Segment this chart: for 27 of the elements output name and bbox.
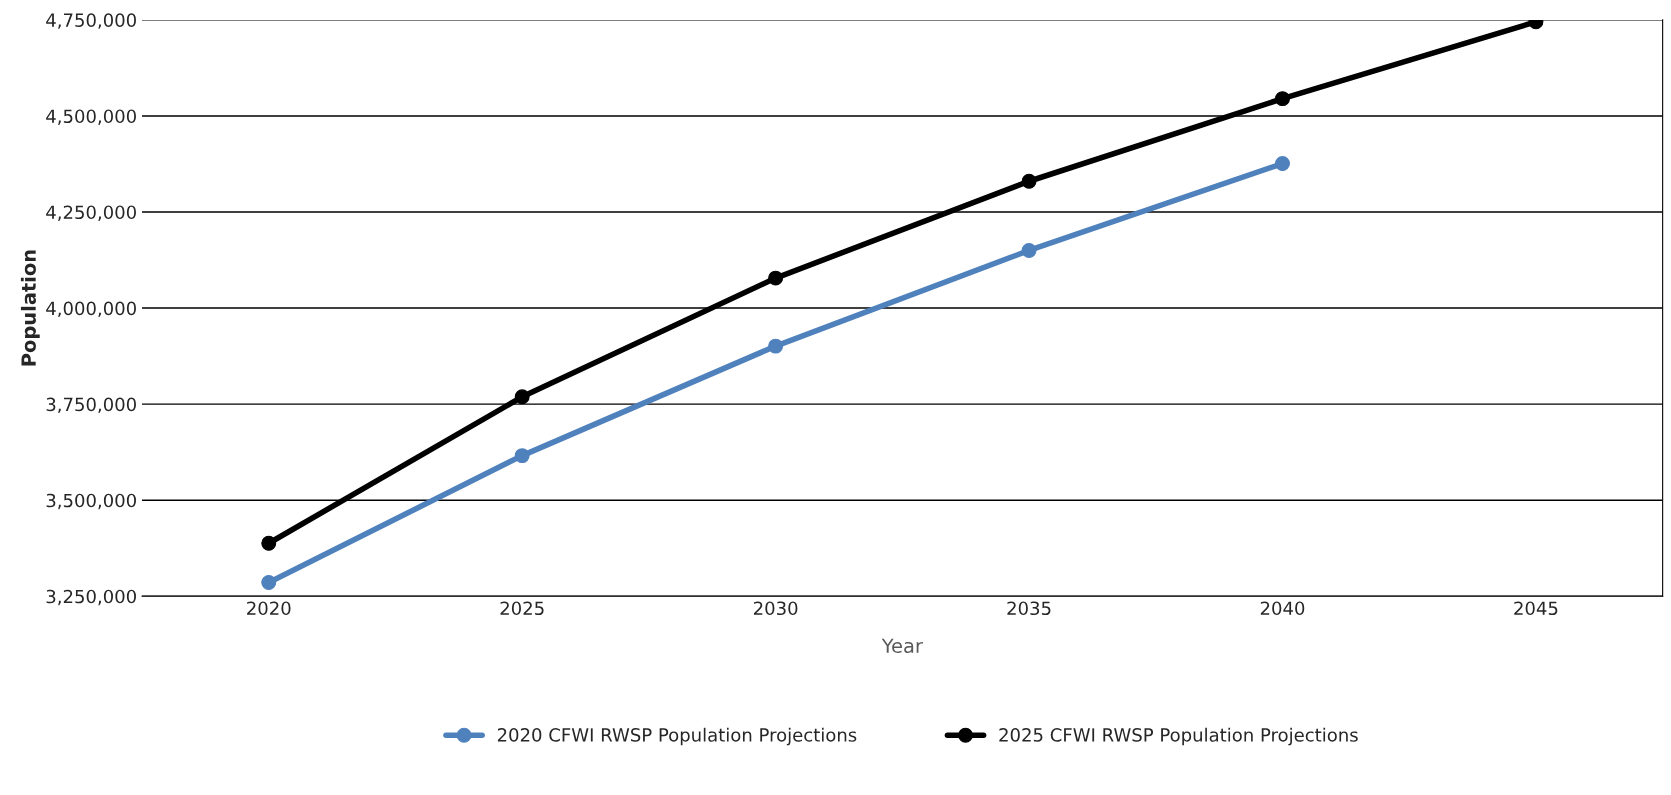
x-axis-title: Year (881, 638, 923, 654)
legend-label: 2020 CFWI RWSP Population Projections (497, 727, 857, 746)
point (768, 338, 784, 354)
y-tick-label: 3,500,000 (46, 493, 136, 510)
point (1021, 242, 1037, 258)
x-tick-label: 2025 (500, 601, 544, 616)
x-tick-label: 2020 (247, 601, 291, 616)
point (768, 270, 784, 286)
point (514, 448, 530, 464)
y-tick-label: 4,750,000 (46, 13, 136, 29)
x-tick-label: 2035 (1007, 601, 1051, 616)
point (1275, 91, 1290, 107)
y-tick-label: 4,250,000 (46, 205, 136, 221)
y-tick-label: 3,250,000 (46, 589, 136, 606)
point (261, 574, 277, 590)
point (261, 535, 277, 551)
legend-label: 2025 CFWI RWSP Population Projections (999, 727, 1358, 746)
point (514, 389, 530, 405)
y-axis-title: Population (20, 250, 40, 366)
x-tick-label: 2040 (1260, 601, 1305, 616)
x-tick-label: 2030 (753, 601, 798, 616)
y-tick-label: 3,750,000 (46, 397, 136, 414)
point (1275, 156, 1290, 172)
y-tick-label: 4,500,000 (46, 109, 136, 125)
y-tick-label: 4,000,000 (46, 301, 136, 318)
x-tick-label: 2045 (1514, 601, 1558, 616)
point (1021, 173, 1037, 189)
